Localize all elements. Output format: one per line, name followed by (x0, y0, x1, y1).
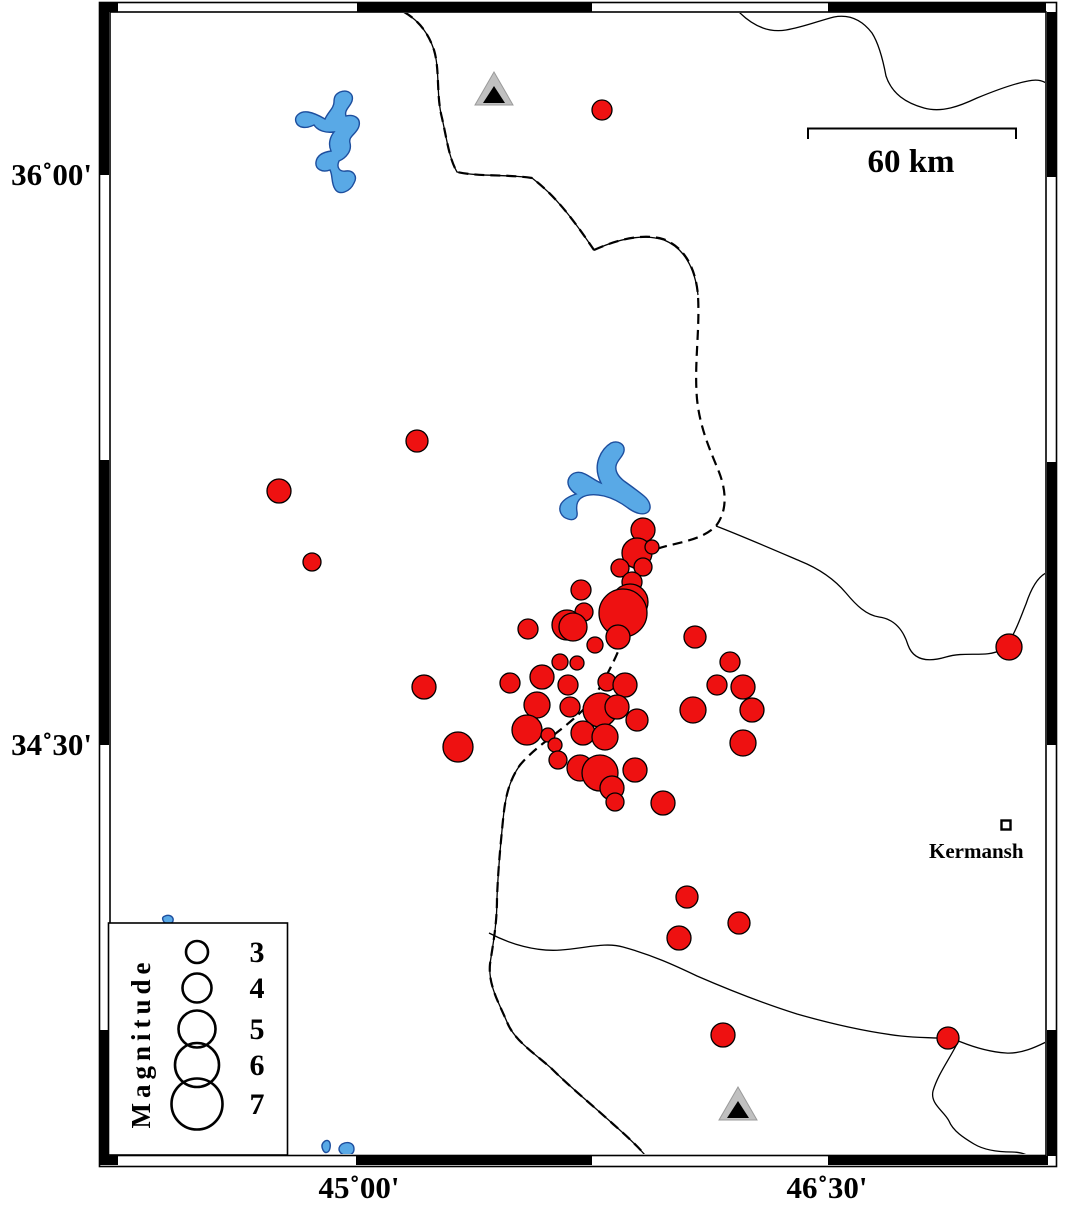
earthquake-epicenter-marker (650, 790, 676, 816)
earthquake-epicenter-marker (683, 625, 707, 649)
seismic-station-inner-triangle (727, 1101, 749, 1118)
earthquake-epicenter-marker (529, 664, 555, 690)
lake (559, 441, 651, 521)
boundary-line (488, 932, 1045, 1054)
border-dashed-line (403, 13, 595, 251)
frame-black-segment (100, 1030, 109, 1156)
boundary-line (739, 13, 1045, 111)
map-inner-frame (109, 11, 1047, 1157)
boundary-line (715, 525, 1045, 661)
earthquake-epicenter-marker (727, 911, 751, 935)
lake (321, 1139, 331, 1154)
frame-tick-segments (100, 3, 1056, 1165)
earthquake-epicenter-marker (666, 925, 692, 951)
earthquake-epicenter-marker (570, 579, 592, 601)
legend-magnitude-circle (170, 1077, 224, 1131)
earthquake-epicenter-marker (936, 1026, 960, 1050)
frame-black-segment (100, 1156, 118, 1165)
earthquake-epicenter-marker (633, 557, 653, 577)
frame-black-segment (1047, 12, 1056, 177)
earthquake-epicenter-marker (730, 674, 756, 700)
lakes (161, 90, 651, 1154)
legend-magnitude-value: 7 (250, 1088, 265, 1121)
earthquake-epicenter-marker (679, 696, 707, 724)
seismic-station-inner-triangle (483, 86, 505, 103)
legend-title: Magnitude (126, 957, 156, 1128)
earthquake-epicenter-marker (719, 651, 741, 673)
earthquake-epicenter-marker (605, 624, 631, 650)
earthquake-epicenter-marker (612, 672, 638, 698)
legend-magnitude-value: 5 (250, 1013, 265, 1046)
earthquake-epicenter-marker (644, 539, 660, 555)
map-content: Kermansh 60 km (161, 13, 1045, 1154)
earthquake-epicenter-marker (591, 99, 613, 121)
frame-black-segment (828, 3, 1046, 12)
earthquake-epicenter-marker (405, 429, 429, 453)
lake (338, 1141, 355, 1154)
earthquake-epicenter-marker (557, 674, 579, 696)
earthquake-epicenter-marker (604, 694, 630, 720)
earthquake-epicenter-marker (625, 708, 649, 732)
frame-black-segment (100, 460, 109, 745)
lon-label-45e: 45˚00' (319, 1170, 400, 1205)
earthquake-epicenter-marker (610, 558, 630, 578)
frame-black-segment (100, 12, 109, 175)
city-label: Kermansh (929, 839, 1024, 863)
legend-magnitude-value: 3 (250, 936, 265, 969)
earthquake-epicenter-marker (591, 723, 619, 751)
scale-bar-label: 60 km (867, 144, 954, 180)
earthquake-epicenter-marker (442, 731, 474, 763)
frame-black-segment (1047, 462, 1056, 745)
earthquake-epicenter-marker (622, 757, 648, 783)
scale-bar-bracket (807, 127, 1017, 139)
seismic-stations (474, 70, 758, 1121)
earthquake-epicenter-marker (570, 720, 596, 746)
political-boundaries (403, 13, 1045, 1154)
earthquake-epicenter-marker (569, 655, 585, 671)
frame-black-segment (356, 1156, 592, 1165)
earthquake-epicenters (266, 99, 1023, 1050)
frame-black-segment (357, 3, 592, 12)
frame-black-segment (828, 1156, 1048, 1165)
earthquake-epicenter-marker (547, 737, 563, 753)
earthquake-epicenter-marker (605, 792, 625, 812)
frame-black-segment (1047, 1030, 1056, 1156)
earthquake-epicenter-marker (523, 691, 551, 719)
earthquake-epicenter-marker (559, 696, 581, 718)
earthquake-epicenter-marker (411, 674, 437, 700)
earthquake-epicenter-marker (551, 653, 569, 671)
earthquake-epicenter-marker (266, 478, 292, 504)
boundary-line (931, 1041, 1026, 1154)
legend-items: 34 56 7 (170, 936, 265, 1131)
legend-magnitude-circle (184, 939, 210, 965)
earthquake-epicenter-marker (517, 618, 539, 640)
legend-magnitude-value: 4 (250, 972, 265, 1005)
earthquake-epicenter-marker (548, 750, 568, 770)
earthquake-epicenter-marker (995, 633, 1023, 661)
legend-magnitude-circle (181, 972, 213, 1004)
earthquake-epicenter-marker (558, 612, 588, 642)
earthquake-epicenter-marker (739, 697, 765, 723)
city-marker-square (1000, 819, 1012, 831)
magnitude-legend: Magnitude 34 56 7 (107, 922, 289, 1156)
legend-magnitude-circle (177, 1009, 217, 1049)
earthquake-epicenter-marker (586, 636, 604, 654)
earthquake-epicenter-marker (729, 729, 757, 757)
legend-magnitude-value: 6 (250, 1049, 265, 1082)
earthquake-epicenter-marker (499, 672, 521, 694)
legend-magnitude-circle (173, 1041, 221, 1089)
earthquake-epicenter-marker (675, 885, 699, 909)
earthquake-epicenter-marker (511, 714, 543, 746)
earthquake-epicenter-marker (710, 1022, 736, 1048)
lat-label-34-30n: 34˚30' (11, 727, 92, 762)
frame-black-segment (100, 3, 118, 12)
lat-label-36n: 36˚00' (11, 157, 92, 192)
earthquake-epicenter-marker (706, 674, 728, 696)
lon-label-46-30e: 46˚30' (787, 1170, 868, 1205)
earthquake-epicenter-marker (302, 552, 322, 572)
lake (294, 90, 361, 194)
